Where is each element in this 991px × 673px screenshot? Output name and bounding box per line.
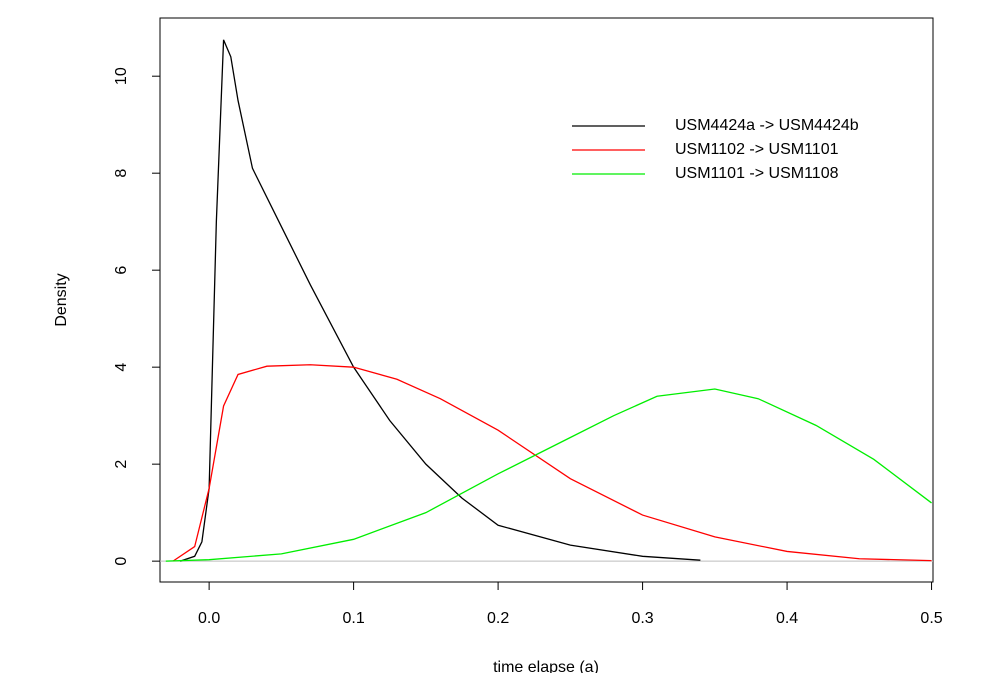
x-axis-label: time elapse (a) xyxy=(493,659,599,673)
y-tick-label: 2 xyxy=(113,460,130,469)
x-tick-label: 0.5 xyxy=(920,610,942,627)
density-line xyxy=(180,39,701,562)
legend-label: USM1102 -> USM1101 xyxy=(675,141,839,158)
y-tick-label: 6 xyxy=(113,266,130,275)
x-tick-label: 0.4 xyxy=(776,610,798,627)
x-tick-label: 0.3 xyxy=(631,610,653,627)
x-tick-label: 0.2 xyxy=(487,610,509,627)
legend-label: USM4424a -> USM4424b xyxy=(675,117,859,134)
y-tick-label: 8 xyxy=(113,169,130,178)
density-line xyxy=(165,388,932,562)
y-tick-label: 4 xyxy=(113,363,130,372)
x-tick-label: 0.0 xyxy=(198,610,220,627)
y-axis-label: Density xyxy=(53,273,70,326)
x-tick-label: 0.1 xyxy=(342,610,364,627)
y-tick-label: 0 xyxy=(113,557,130,566)
plot-frame xyxy=(159,17,934,583)
density-line xyxy=(172,364,932,562)
legend-label: USM1101 -> USM1108 xyxy=(675,165,839,182)
y-tick-label: 10 xyxy=(113,67,130,85)
